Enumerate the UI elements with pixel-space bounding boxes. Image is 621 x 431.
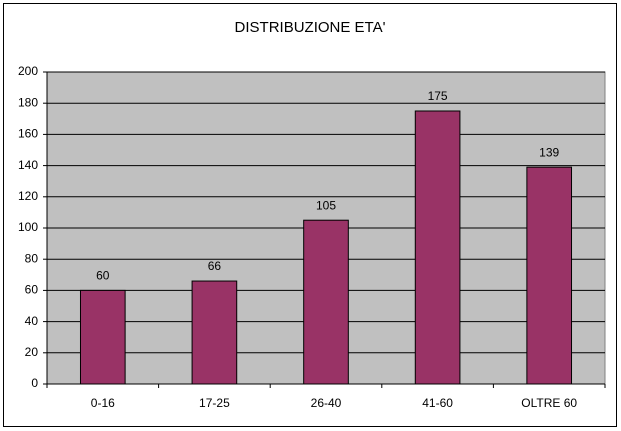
y-tick-label: 100 — [18, 220, 38, 234]
y-tick-label: 200 — [18, 64, 38, 78]
x-tick-label: 17-25 — [199, 396, 230, 410]
data-label: 175 — [428, 89, 448, 103]
bar — [79, 289, 126, 385]
bar — [303, 219, 349, 385]
y-tick-label: 120 — [18, 189, 38, 203]
bar — [191, 280, 238, 385]
chart-title: DISTRIBUZIONE ETA' — [235, 19, 386, 36]
y-tick-label: 20 — [25, 345, 39, 359]
x-tick-label: 0-16 — [91, 396, 115, 410]
data-label: 105 — [316, 198, 336, 212]
y-tick-label: 80 — [25, 251, 39, 265]
x-tick-label: 26-40 — [311, 396, 342, 410]
y-tick-label: 160 — [18, 127, 38, 141]
data-label: 139 — [539, 145, 559, 159]
bar — [526, 166, 573, 385]
x-tick-label: 41-60 — [422, 396, 453, 410]
y-tick-label: 140 — [18, 158, 38, 172]
bar — [414, 110, 461, 385]
y-tick-label: 40 — [25, 314, 39, 328]
y-tick-label: 180 — [18, 95, 38, 109]
y-tick-label: 60 — [25, 283, 39, 297]
y-tick-label: 0 — [31, 376, 38, 390]
x-tick-label: OLTRE 60 — [521, 396, 577, 410]
data-label: 66 — [208, 259, 222, 273]
data-label: 60 — [96, 269, 110, 283]
